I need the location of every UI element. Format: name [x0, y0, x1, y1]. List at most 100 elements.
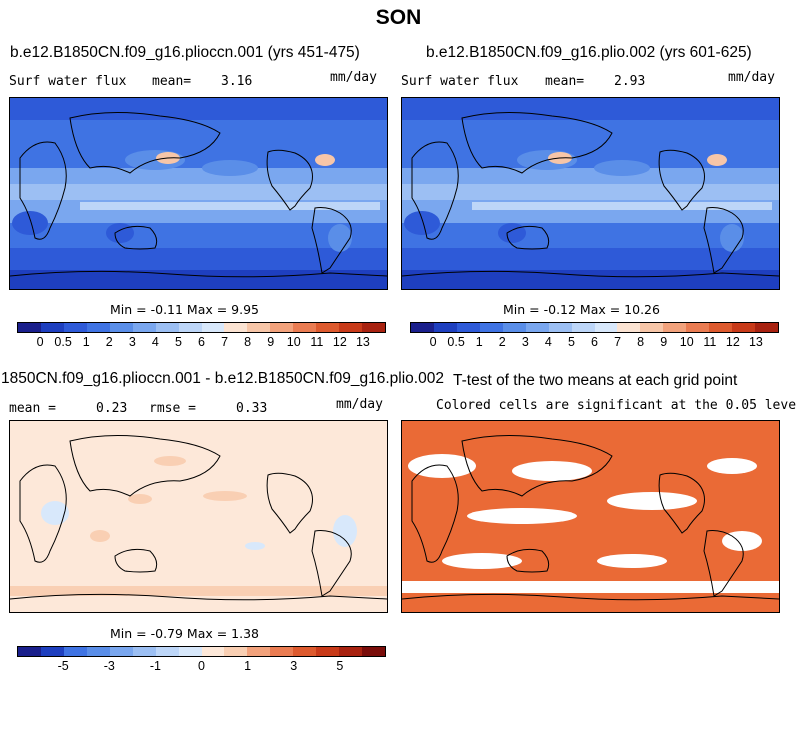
colorbar-swatch — [755, 323, 778, 332]
colorbar-swatch — [640, 323, 664, 332]
colorbar-swatch — [456, 323, 480, 332]
panel3-min-max: Min = -0.79 Max = 1.38 — [110, 626, 260, 641]
colorbar-tick-label: 5 — [174, 335, 182, 349]
panel1-colorbar — [17, 322, 386, 333]
colorbar-tick-label: 8 — [244, 335, 252, 349]
colorbar-tick-label: 11 — [310, 335, 324, 349]
colorbar-tick-label: 3 — [521, 335, 529, 349]
colorbar-swatch — [548, 323, 572, 332]
colorbar-tick-label: -1 — [149, 659, 161, 673]
panel1-title: b.e12.B1850CN.f09_g16.plioccn.001 (yrs 4… — [10, 44, 360, 61]
panel1-colorbar-labels: 0 0.5 1 2 3 4 5 6 7 8 9 10 11 12 13 — [17, 335, 386, 349]
colorbar-swatch — [86, 323, 110, 332]
colorbar-swatch — [316, 647, 340, 656]
colorbar-swatch — [18, 647, 41, 656]
colorbar-swatch — [201, 323, 225, 332]
colorbar-tick-label: 9 — [660, 335, 668, 349]
colorbar-tick-label: -5 — [57, 659, 69, 673]
panel3-rmse-value: 0.33 — [236, 401, 268, 416]
colorbar-tick-label: 7 — [614, 335, 622, 349]
colorbar-swatch — [479, 323, 503, 332]
colorbar-swatch — [709, 323, 733, 332]
colorbar-swatch — [270, 323, 294, 332]
colorbar-tick-label: 1 — [244, 659, 252, 673]
colorbar-swatch — [339, 647, 363, 656]
colorbar-tick-label: 9 — [267, 335, 275, 349]
colorbar-swatch — [178, 647, 202, 656]
colorbar-tick-label: 12 — [725, 335, 740, 349]
colorbar-swatch — [411, 323, 434, 332]
colorbar-tick-label: 5 — [567, 335, 575, 349]
colorbar-swatch — [502, 323, 526, 332]
colorbar-tick-label: 10 — [679, 335, 694, 349]
panel4-map-field — [402, 421, 779, 612]
panel2-title: b.e12.B1850CN.f09_g16.plio.002 (yrs 601-… — [426, 44, 752, 61]
panel3-mean-label: mean = — [9, 401, 56, 416]
colorbar-tick-label: 7 — [221, 335, 229, 349]
colorbar-swatch — [132, 647, 156, 656]
colorbar-swatch — [316, 323, 340, 332]
colorbar-swatch — [339, 323, 363, 332]
colorbar-tick-label: 13 — [748, 335, 763, 349]
colorbar-swatch — [201, 647, 225, 656]
colorbar-tick-label: 1 — [475, 335, 483, 349]
colorbar-tick-label: 11 — [703, 335, 717, 349]
colorbar-swatch — [571, 323, 595, 332]
colorbar-tick-label: 0.5 — [447, 335, 465, 349]
colorbar-tick-label: 5 — [336, 659, 344, 673]
panel1-units: mm/day — [330, 70, 377, 85]
colorbar-swatch — [63, 647, 87, 656]
panel2-min-max: Min = -0.12 Max = 10.26 — [503, 302, 660, 317]
colorbar-swatch — [247, 647, 271, 656]
colorbar-tick-label: 6 — [591, 335, 598, 349]
colorbar-swatch — [732, 323, 756, 332]
panel2-mean-label: mean= — [545, 74, 585, 89]
colorbar-tick-label: 0 — [429, 335, 437, 349]
colorbar-swatch — [686, 323, 710, 332]
panel4-subtitle: Colored cells are significant at the 0.0… — [436, 398, 797, 413]
colorbar-tick-label: 8 — [637, 335, 645, 349]
panel3-rmse-label: rmse = — [149, 401, 196, 416]
colorbar-tick-label: -3 — [103, 659, 115, 673]
colorbar-tick-label: 3 — [290, 659, 298, 673]
panel2-mean-value: 2.93 — [614, 74, 646, 89]
panel2-variable-label: Surf water flux — [401, 74, 519, 89]
colorbar-tick-label: 12 — [332, 335, 347, 349]
panel2-colorbar — [410, 322, 779, 333]
panel2-map-field — [402, 98, 779, 289]
colorbar-tick-label: 0.5 — [54, 335, 72, 349]
colorbar-swatch — [362, 647, 385, 656]
panel4-title: T-test of the two means at each grid poi… — [453, 372, 738, 389]
panel2-colorbar-labels: 0 0.5 1 2 3 4 5 6 7 8 9 10 11 12 13 — [410, 335, 779, 349]
colorbar-tick-label: 0 — [198, 659, 205, 673]
panel1-map-field — [10, 98, 387, 289]
panel2-units: mm/day — [728, 70, 775, 85]
colorbar-tick-label: 3 — [128, 335, 136, 349]
colorbar-swatch — [362, 323, 385, 332]
panel3-map — [9, 420, 388, 613]
colorbar-tick-label: 10 — [286, 335, 301, 349]
colorbar-swatch — [109, 323, 133, 332]
colorbar-swatch — [109, 647, 133, 656]
colorbar-swatch — [663, 323, 687, 332]
panel3-title: 1850CN.f09_g16.plioccn.001 - b.e12.B1850… — [1, 370, 444, 387]
colorbar-swatch — [594, 323, 618, 332]
colorbar-swatch — [178, 323, 202, 332]
page-title: SON — [375, 6, 422, 29]
colorbar-swatch — [293, 647, 317, 656]
panel4-map — [401, 420, 780, 613]
colorbar-swatch — [63, 323, 87, 332]
colorbar-tick-label: 2 — [105, 335, 113, 349]
colorbar-swatch — [40, 323, 64, 332]
panel1-min-max: Min = -0.11 Max = 9.95 — [110, 302, 260, 317]
colorbar-swatch — [155, 323, 179, 332]
panel1-mean-value: 3.16 — [221, 74, 253, 89]
panel1-map — [9, 97, 388, 290]
colorbar-tick-label: 2 — [498, 335, 506, 349]
colorbar-tick-label: 4 — [544, 335, 552, 349]
colorbar-swatch — [270, 647, 294, 656]
colorbar-swatch — [617, 323, 641, 332]
colorbar-tick-label: 1 — [82, 335, 90, 349]
colorbar-swatch — [224, 323, 248, 332]
panel3-title-clip: 1850CN.f09_g16.plioccn.001 - b.e12.B1850… — [0, 370, 452, 390]
